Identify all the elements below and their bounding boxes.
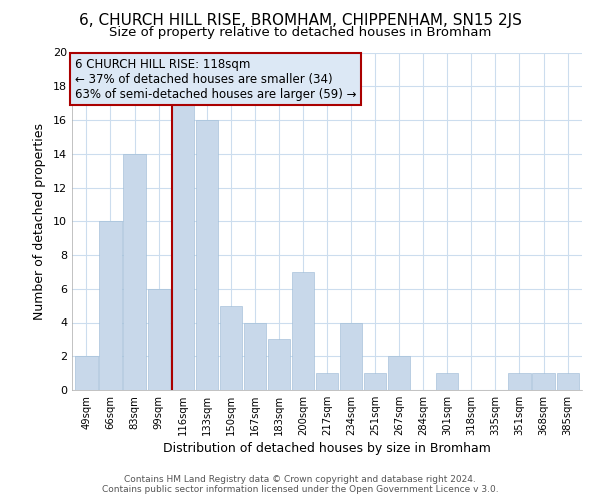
Bar: [532, 373, 554, 390]
Bar: [244, 322, 266, 390]
Bar: [124, 154, 146, 390]
X-axis label: Distribution of detached houses by size in Bromham: Distribution of detached houses by size …: [163, 442, 491, 455]
Bar: [172, 103, 194, 390]
Text: 6, CHURCH HILL RISE, BROMHAM, CHIPPENHAM, SN15 2JS: 6, CHURCH HILL RISE, BROMHAM, CHIPPENHAM…: [79, 12, 521, 28]
Text: Contains HM Land Registry data © Crown copyright and database right 2024.
Contai: Contains HM Land Registry data © Crown c…: [101, 474, 499, 494]
Bar: [436, 373, 458, 390]
Bar: [508, 373, 530, 390]
Bar: [76, 356, 98, 390]
Bar: [268, 340, 290, 390]
Bar: [292, 272, 314, 390]
Bar: [388, 356, 410, 390]
Bar: [100, 221, 122, 390]
Bar: [220, 306, 242, 390]
Bar: [148, 289, 170, 390]
Y-axis label: Number of detached properties: Number of detached properties: [33, 122, 46, 320]
Bar: [196, 120, 218, 390]
Bar: [340, 322, 362, 390]
Text: 6 CHURCH HILL RISE: 118sqm
← 37% of detached houses are smaller (34)
63% of semi: 6 CHURCH HILL RISE: 118sqm ← 37% of deta…: [74, 58, 356, 100]
Text: Size of property relative to detached houses in Bromham: Size of property relative to detached ho…: [109, 26, 491, 39]
Bar: [364, 373, 386, 390]
Bar: [316, 373, 338, 390]
Bar: [557, 373, 578, 390]
